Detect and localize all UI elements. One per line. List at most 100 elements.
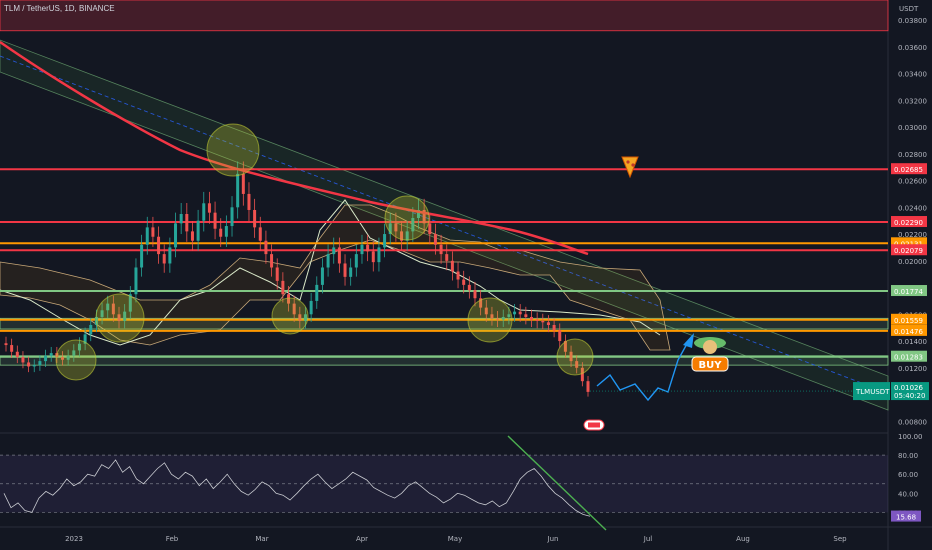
price-tag-label: 0.01774 [894, 288, 923, 296]
candle-body [445, 254, 449, 261]
price-tag-label: 0.02290 [894, 219, 923, 227]
candle-body [32, 365, 36, 367]
candle-body [541, 320, 545, 323]
resistance-zone [0, 0, 889, 32]
candle-body [264, 240, 268, 255]
base-line [0, 199, 661, 346]
candle-body [61, 357, 65, 360]
time-label-2023: 2023 [65, 535, 83, 543]
price-tick-label: 0.01200 [898, 365, 927, 373]
candle-body [134, 267, 138, 295]
candle-body [241, 173, 245, 194]
highlight-circle-3 [95, 293, 145, 343]
candle-body [586, 381, 590, 392]
candle-body [326, 254, 330, 268]
rsi-tick-label: 80.00 [898, 452, 918, 460]
candle-body [467, 284, 471, 291]
candle-body [275, 267, 279, 281]
highlight-circle-7 [556, 338, 594, 376]
buy-badge-icon: BUY [691, 337, 729, 372]
projection-path [596, 341, 689, 402]
candle-body [405, 231, 409, 241]
candle-body [247, 193, 251, 210]
rsi-tick-label: 40.00 [898, 490, 918, 498]
candle-body [111, 303, 115, 315]
candle-body [174, 223, 178, 248]
price-tag-label: 0.02685 [894, 166, 923, 174]
price-tick-label: 0.02600 [898, 178, 927, 186]
candle-body [513, 311, 517, 315]
candle-body [377, 247, 381, 263]
candle-body [332, 247, 336, 255]
rsi-current-value: 15.68 [896, 514, 916, 522]
candle-body [507, 314, 511, 317]
candle-body [196, 220, 200, 241]
candle-body [456, 271, 460, 280]
highlight-circle-1 [206, 123, 260, 177]
candle-body [400, 231, 404, 241]
rsi-current-tag: 15.68 [891, 510, 921, 522]
price-tag-0.02079: 0.02079 [891, 244, 927, 256]
highlight-circle-4 [384, 195, 430, 241]
pizza-icon [621, 156, 639, 179]
candle-body [360, 244, 364, 255]
candle-body [44, 355, 48, 362]
price-tick-label: 0.03400 [898, 71, 927, 79]
candle-body [10, 345, 14, 352]
candle-body [337, 247, 341, 264]
candle-body [207, 203, 211, 213]
candle-body [298, 314, 302, 321]
candle-body [270, 254, 274, 268]
price-tick-label: 0.03000 [898, 124, 927, 132]
time-label-May: May [448, 535, 462, 543]
candle-body [89, 325, 93, 335]
candle-body [190, 231, 194, 241]
flag-icon [583, 419, 605, 431]
price-tick-label: 0.03800 [898, 17, 927, 25]
candle-body [433, 234, 437, 245]
candle-body [224, 226, 228, 237]
candle-body [27, 362, 31, 367]
candle-body [66, 355, 70, 360]
candle-body [128, 294, 132, 312]
candle-body [569, 351, 573, 362]
candle-body [546, 322, 550, 326]
price-tick-label: 0.02400 [898, 204, 927, 212]
candle-body [518, 311, 522, 315]
price-tick-label: 0.01400 [898, 338, 927, 346]
candle-body [219, 228, 223, 237]
candle-body [185, 213, 189, 232]
candle-body [157, 236, 161, 255]
highlight-circle-2 [55, 339, 97, 381]
rsi-line [3, 459, 591, 517]
candle-body [72, 350, 76, 356]
candle-body [394, 223, 398, 232]
candle-body [140, 244, 144, 268]
candle-body [83, 334, 87, 344]
descending-channel [0, 39, 889, 411]
candle-body [473, 290, 477, 299]
candle-body [558, 330, 562, 342]
price-tag-0.01283: 0.01283 [891, 350, 927, 362]
candle-body [15, 351, 19, 358]
candle-body [416, 209, 420, 219]
highlight-circle-6 [467, 297, 513, 343]
candle-body [162, 254, 166, 264]
price-tag-label: 0.01559 [894, 317, 923, 325]
candle-body [422, 209, 426, 224]
candle-body [315, 284, 319, 301]
candle-body [179, 213, 183, 224]
price-tag-label: 0.02079 [894, 247, 923, 255]
candle-body [100, 310, 104, 317]
candle-body [535, 319, 539, 321]
candle-body [320, 267, 324, 285]
candle-body [354, 254, 358, 268]
candle-body [258, 227, 262, 241]
candle-body [236, 173, 240, 208]
time-label-Mar: Mar [255, 535, 268, 543]
candle-body [575, 361, 579, 368]
price-tick-label: 0.02800 [898, 151, 927, 159]
symbol-header: TLM / TetherUS, 1D, BINANCE [4, 4, 115, 13]
